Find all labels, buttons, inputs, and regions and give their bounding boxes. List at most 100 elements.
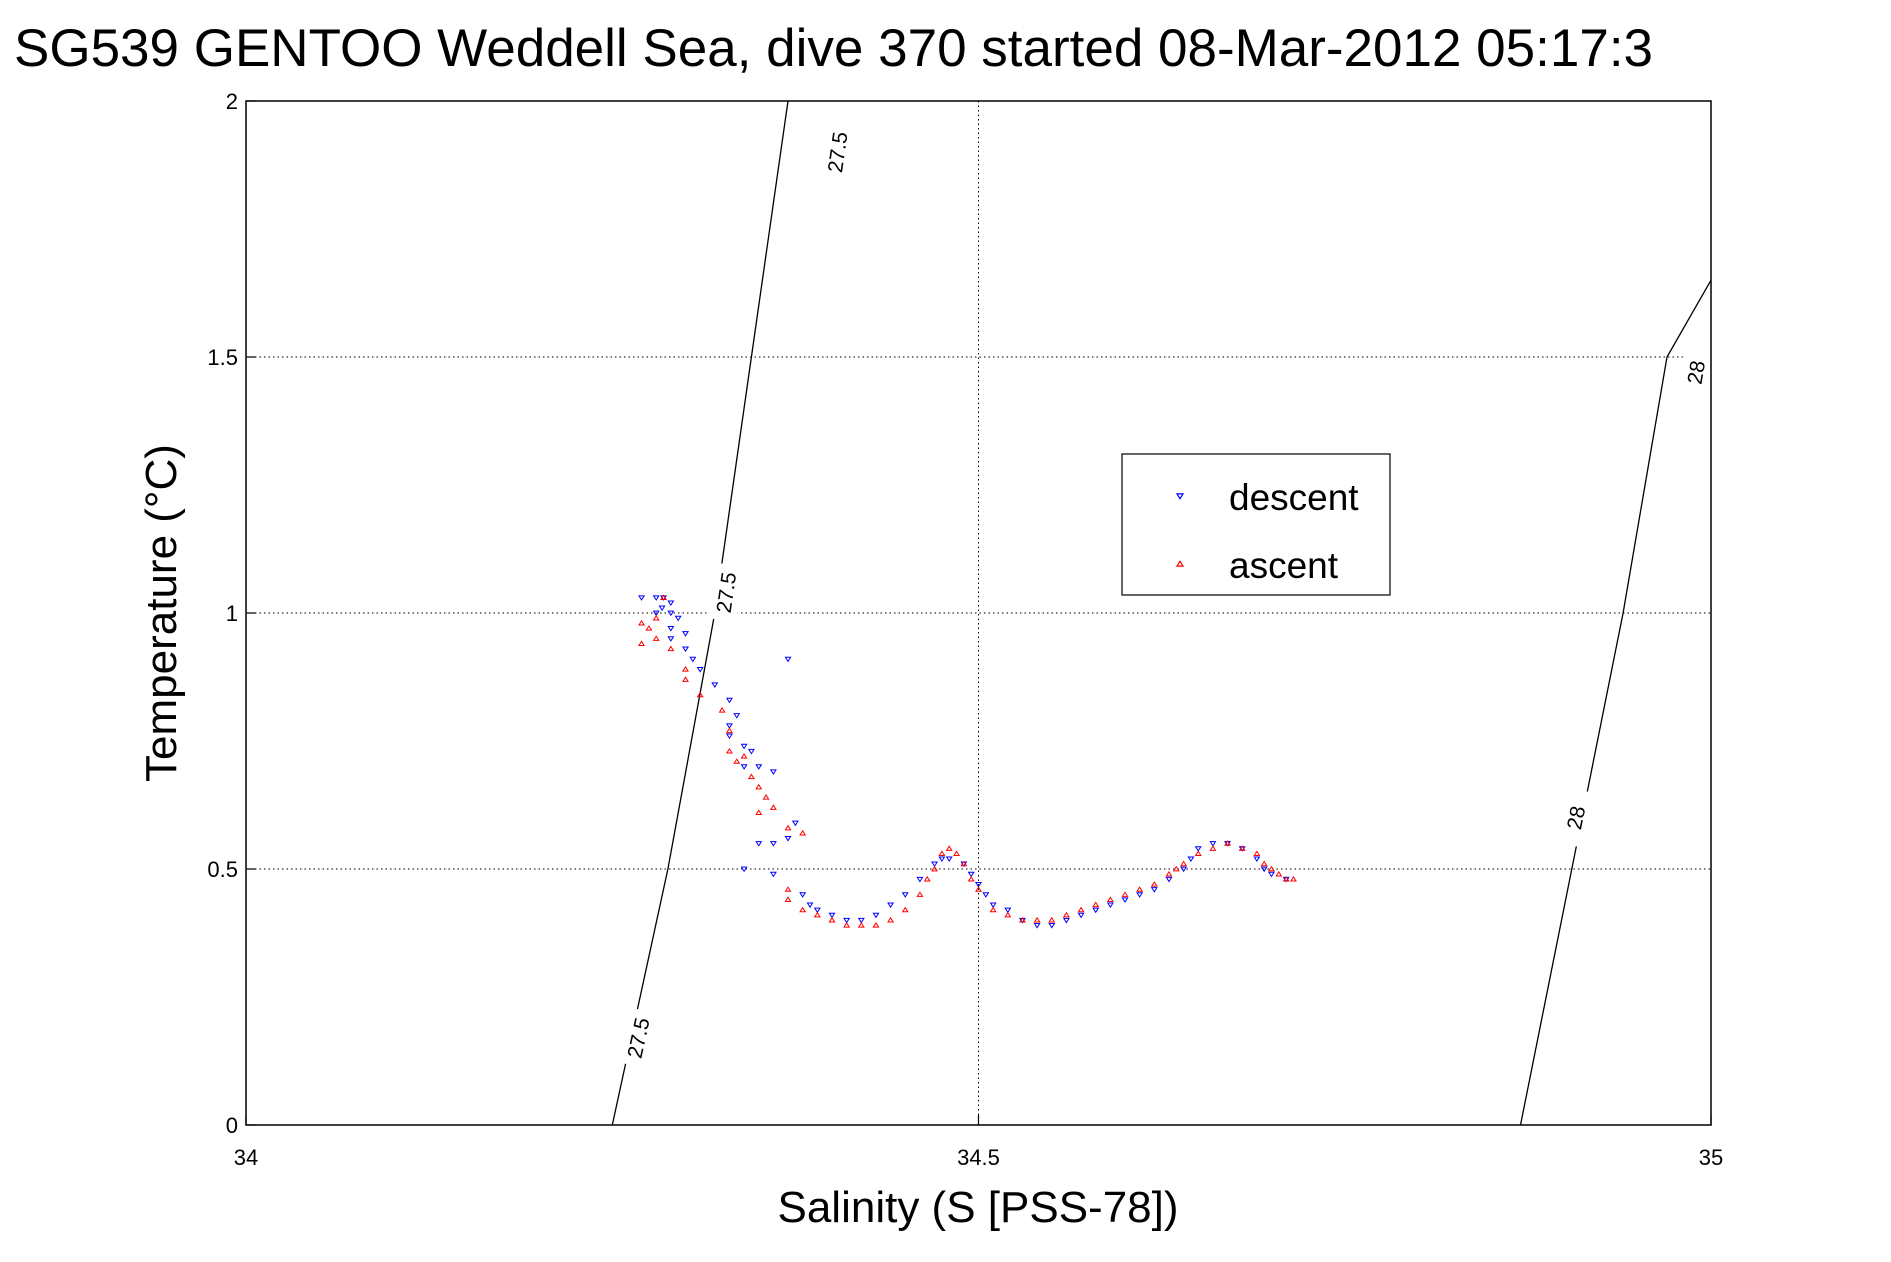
descent-point <box>1106 902 1114 909</box>
ascent-point <box>638 619 646 626</box>
descent-point <box>725 723 733 729</box>
descent-point <box>1209 841 1217 847</box>
contour-label: 28 <box>1684 359 1711 386</box>
legend-label-descent: descent <box>1229 477 1359 518</box>
ascent-point <box>1121 891 1129 897</box>
descent-point <box>843 917 851 924</box>
descent-point <box>1180 866 1188 873</box>
descent-point <box>931 861 939 868</box>
ascent-point <box>762 794 770 800</box>
descent-point <box>689 656 697 663</box>
ascent-point <box>784 824 792 831</box>
ascent-point <box>799 829 807 836</box>
scatter-marks <box>638 594 1297 929</box>
descent-point <box>989 902 997 909</box>
contour-label-bg <box>1556 787 1596 849</box>
ascent-point <box>931 865 939 872</box>
descent-point <box>791 820 799 827</box>
ascent-point <box>967 875 975 882</box>
ascent-point <box>1238 845 1246 851</box>
descent-point <box>945 856 953 863</box>
descent-point <box>799 892 807 898</box>
ascent-point <box>747 773 755 780</box>
descent-point <box>667 626 675 632</box>
ascent-point <box>769 804 777 810</box>
ascent-point <box>901 906 909 913</box>
descent-point <box>681 646 690 653</box>
ascent-point <box>887 916 895 923</box>
ascent-point <box>1092 901 1100 908</box>
ascent-point <box>1194 850 1202 856</box>
ascent-point <box>1180 860 1188 867</box>
ascent-point <box>1048 916 1056 923</box>
legend-box <box>1121 453 1391 596</box>
ascent-point <box>696 691 704 698</box>
ascent-point <box>652 635 660 641</box>
ascent-point <box>1150 881 1158 887</box>
ascent-point <box>660 594 668 600</box>
ascent-point <box>740 753 748 759</box>
ascent-point <box>1106 896 1114 903</box>
ascent-point <box>813 911 821 918</box>
descent-point <box>740 743 748 750</box>
axis-ticks: 34 34.5 35 0 0.5 1 1.5 2 <box>207 89 1723 1170</box>
descent-point <box>1267 871 1276 878</box>
ascent-point <box>725 727 733 734</box>
ascent-point <box>1172 865 1180 872</box>
ascent-point <box>681 666 690 672</box>
contour-label-bg <box>820 122 856 182</box>
y-tick-label: 2 <box>226 89 238 114</box>
ascent-point <box>1275 870 1283 877</box>
descent-point <box>747 748 755 755</box>
y-tick-label: 0 <box>226 1113 238 1138</box>
ascent-point <box>1062 911 1070 918</box>
descent-point <box>769 841 777 847</box>
descent-point <box>1260 866 1268 873</box>
descent-point <box>696 667 704 673</box>
ascent-point <box>638 640 646 647</box>
descent-point <box>828 912 836 919</box>
x-tick-label: 35 <box>1699 1145 1723 1170</box>
ascent-point <box>1253 850 1261 856</box>
y-axis-label: Temperature (°C) <box>137 444 186 782</box>
legend-label-ascent: ascent <box>1229 545 1339 586</box>
descent-point <box>769 769 777 776</box>
descent-point <box>901 892 909 898</box>
descent-point <box>1062 917 1070 924</box>
ascent-point <box>1004 911 1012 918</box>
ascent-point <box>1224 840 1232 846</box>
ascent-point <box>755 783 763 790</box>
ascent-point <box>1077 906 1085 913</box>
descent-point <box>1194 846 1202 852</box>
ascent-point <box>960 860 968 867</box>
legend: descent ascent <box>1121 453 1391 596</box>
ascent-point <box>916 891 924 897</box>
legend-marker-ascent <box>1175 560 1185 567</box>
x-tick-label: 34 <box>234 1145 258 1170</box>
contour-label: 27.5 <box>824 130 853 174</box>
descent-point <box>769 871 777 878</box>
ascent-point <box>872 922 880 928</box>
ascent-point <box>681 676 690 682</box>
descent-point <box>1121 897 1129 904</box>
contour-label: 28 <box>1563 804 1590 831</box>
descent-point <box>725 697 733 704</box>
descent-point <box>638 595 646 601</box>
chart-title: SG539 GENTOO Weddell Sea, dive 370 start… <box>14 19 1653 78</box>
descent-point <box>667 610 675 617</box>
descent-point <box>755 841 763 847</box>
descent-point <box>1165 876 1173 883</box>
descent-point <box>1092 907 1100 914</box>
ascent-point <box>733 758 741 764</box>
ascent-point <box>718 706 726 713</box>
contour-label: 27.5 <box>713 571 742 615</box>
descent-point <box>1033 923 1041 929</box>
descent-point <box>652 595 660 601</box>
y-tick-label: 0.5 <box>207 857 238 882</box>
descent-point <box>857 917 865 924</box>
ascent-point <box>755 809 763 815</box>
descent-point <box>1187 856 1195 863</box>
y-tick-label: 1 <box>226 601 238 626</box>
ascent-point <box>1260 860 1268 867</box>
